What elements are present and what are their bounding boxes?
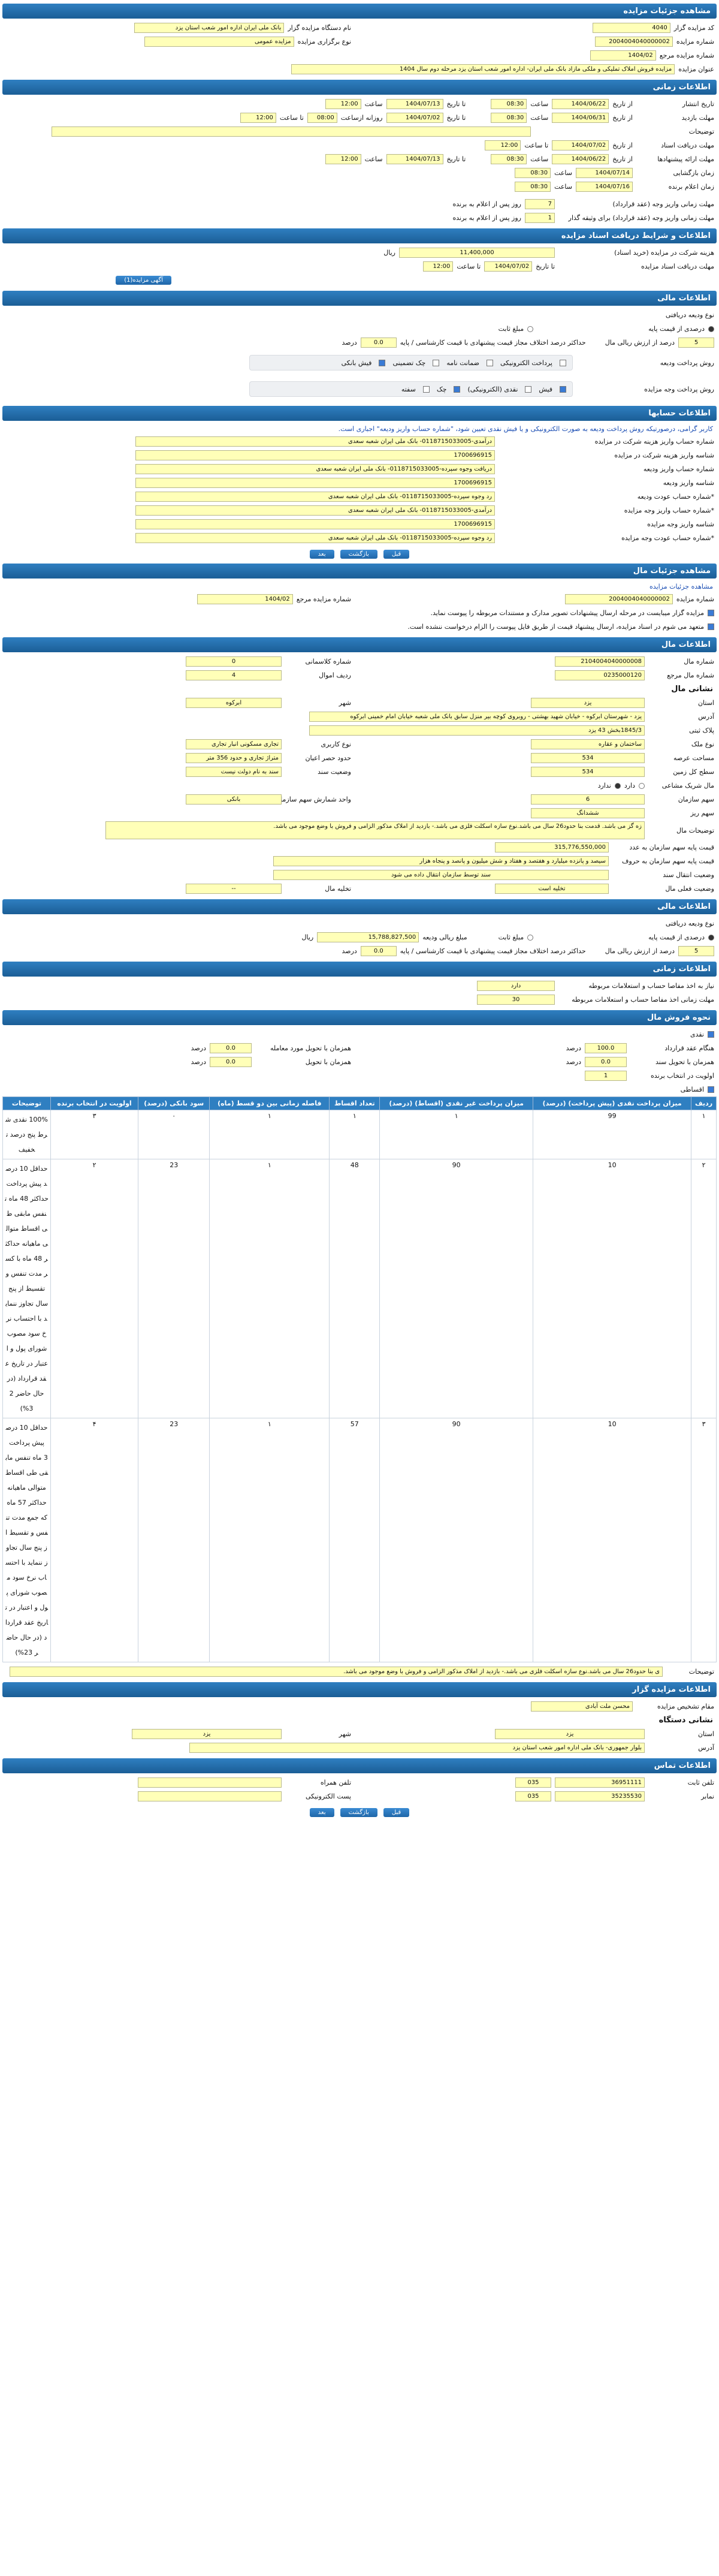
table-header: میزان پرداخت غیر نقدی (اقساط) (درصد) bbox=[379, 1096, 534, 1110]
section-header-time-2: اطلاعات زمانی bbox=[2, 962, 717, 977]
ad-download-button[interactable]: آگهی مزایده(1) bbox=[116, 276, 171, 285]
notes-row: توضیحات bbox=[2, 125, 717, 138]
field-org: نام دستگاه مزایده گزار بانک ملی ایران ادا… bbox=[2, 21, 354, 35]
table-header: ردیف bbox=[691, 1096, 717, 1110]
offer-row: مهلت ارائه پیشنهادها از تاریخ 1404/06/22 سا… bbox=[2, 152, 717, 166]
prev-button-2[interactable]: قبل bbox=[383, 1808, 410, 1817]
prev-button[interactable]: قبل bbox=[383, 550, 410, 559]
pub-date-row: تاریخ انتشار از تاریخ 1404/06/22 ساعت 08:30 ت… bbox=[2, 97, 717, 111]
section-header-time-info: اطلاعات زمانی bbox=[2, 80, 717, 95]
pct-radio[interactable] bbox=[708, 326, 714, 332]
field-type: نوع برگزاری مزایده مزایده عمومی bbox=[2, 35, 354, 49]
slip2-check[interactable] bbox=[560, 385, 566, 393]
back-button[interactable]: بازگشت bbox=[340, 550, 377, 559]
deposit-deadline-row: مهلت زمانی واریز وجه (عقد قرارداد) 7 روز پ… bbox=[452, 199, 714, 209]
cheque2-check[interactable] bbox=[454, 385, 461, 393]
deposit-deadline2-row: مهلت زمانی واریز وجه (عقد قرارداد) برای … bbox=[452, 213, 714, 223]
table-row: ۲ 10 90 48 ۱ 23 ۲ حداقل 10 درصد پیش پرداخت حداک… bbox=[2, 1159, 717, 1418]
account-row: شناسه واریز ودیعه 1700696915 bbox=[2, 476, 717, 490]
field-ref: شماره مزایده مرجع 1404/02 bbox=[365, 49, 717, 62]
section-header-financial-2: اطلاعات مالی bbox=[2, 899, 717, 914]
account-row: شماره حساب واریز هزینه شرکت در مزایده درآ… bbox=[2, 435, 717, 448]
section-header-accounts: اطلاعات حسابها bbox=[2, 406, 717, 421]
table-header: تعداد اقساط bbox=[329, 1096, 380, 1110]
section-header-financial: اطلاعات مالی bbox=[2, 291, 717, 306]
section-header-doc-conditions: اطلاعات و شرایط دریافت اسناد مزایده bbox=[2, 228, 717, 243]
view-auction-link[interactable]: مشاهده جزئیات مزایده bbox=[649, 583, 713, 590]
section-header-auction-details: مشاهده جزئیات مزایده bbox=[2, 4, 717, 19]
table-row: ۱ 99 ۱ ۱ ۱ ۰ ۳ 100% نقدی شرط پنج درصد تخفیف bbox=[2, 1110, 717, 1159]
winner-row: زمان اعلام برنده 1404/07/16 ساعت 08:30 bbox=[2, 180, 717, 194]
account-row: *شماره حساب عودت ودیعه رد وجوه سپرده-0118… bbox=[2, 490, 717, 504]
cash-check[interactable] bbox=[525, 385, 532, 393]
table-header: میزان پرداخت نقدی (پیش پرداخت) (درصد) bbox=[533, 1096, 692, 1110]
note-check[interactable] bbox=[422, 385, 430, 393]
fee-row: هزینه شرکت در مزایده (خرید اسناد) 11,400,… bbox=[383, 248, 714, 258]
account-row: شناسه واریز وجه مزایده 1700696915 bbox=[2, 517, 717, 531]
slip-check[interactable] bbox=[379, 359, 386, 366]
open-row: زمان بازگشایی 1404/07/14 ساعت 08:30 bbox=[2, 166, 717, 180]
account-row: *شماره حساب عودت وجه مزایده رد وجوه سپرده… bbox=[2, 531, 717, 545]
cheque-check[interactable] bbox=[433, 359, 440, 366]
account-row: شماره حساب واریز ودیعه دریافت وجوه سپرده-… bbox=[2, 462, 717, 476]
table-header: فاصله زمانی بین دو قسط (ماه) bbox=[209, 1096, 330, 1110]
table-row: ۳ 10 90 57 ۱ 23 ۴ حداقل 10 درصد پیش پرداخت 3 ما… bbox=[2, 1418, 717, 1662]
epay-check[interactable] bbox=[560, 359, 566, 366]
section-header-property-info: اطلاعات مال bbox=[2, 637, 717, 652]
guarantee-check[interactable] bbox=[487, 359, 493, 366]
fixed-radio[interactable] bbox=[527, 326, 534, 332]
next-button-2[interactable]: بعد bbox=[309, 1808, 334, 1817]
accounts-notice: کاربر گرامی، درصورتیکه روش پرداخت ودیعه … bbox=[338, 425, 713, 433]
account-row: شناسه واریز هزینه شرکت در مزایده 17006969… bbox=[2, 448, 717, 462]
section-header-contact: اطلاعات تماس bbox=[2, 1758, 717, 1773]
next-button[interactable]: بعد bbox=[309, 550, 334, 559]
field-title: عنوان مزایده مزایده فروش املاک تملیکی و م… bbox=[2, 62, 717, 76]
doc-row: مهلت دریافت اسناد از تاریخ 1404/07/02 تا سا… bbox=[2, 138, 717, 152]
doc-deadline-row: مهلت دریافت اسناد مزایده تا تاریخ 1404/07/… bbox=[2, 260, 717, 273]
section-header-property-details: مشاهده جزئیات مال bbox=[2, 564, 717, 579]
section-header-organizer: اطلاعات مزایده گزار bbox=[2, 1682, 717, 1697]
section-header-sale-method: نحوه فروش مال bbox=[2, 1010, 717, 1025]
visit-row: مهلت بازدید از تاریخ 1404/06/31 ساعت 08:30 تا… bbox=[2, 111, 717, 125]
back-button-2[interactable]: بازگشت bbox=[340, 1808, 377, 1817]
account-row: *شماره حساب واریز وجه مزایده درآمدی-01187… bbox=[2, 504, 717, 517]
table-header: اولویت در انتخاب برنده bbox=[50, 1096, 139, 1110]
field-code: کد مزایده گزار 4040 bbox=[365, 21, 717, 35]
installment-table: ردیف میزان پرداخت نقدی (پیش پرداخت) (درصد… bbox=[2, 1096, 717, 1662]
table-header: سود بانکی (درصد) bbox=[138, 1096, 210, 1110]
field-num: شماره مزایده 2004004040000002 bbox=[365, 35, 717, 49]
table-header: توضیحات bbox=[2, 1096, 51, 1110]
